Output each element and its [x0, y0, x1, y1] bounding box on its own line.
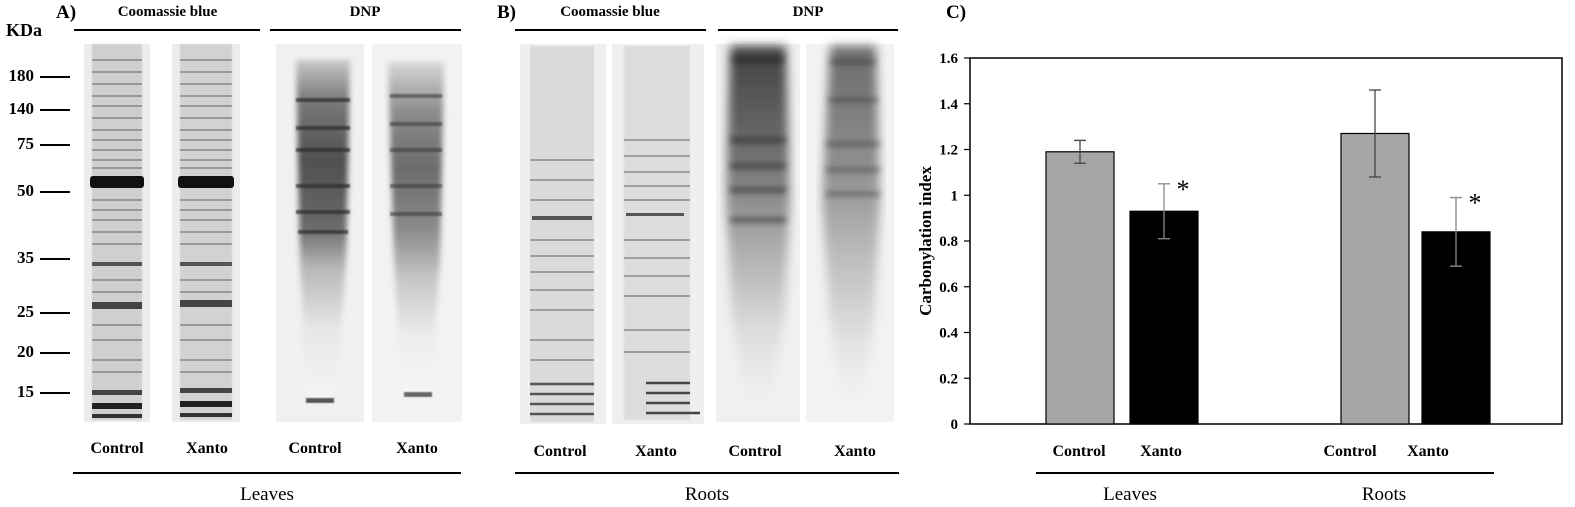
panel-c-label-leaves-xanto: Xanto	[1140, 443, 1182, 460]
panel-a-group-rule	[73, 472, 461, 474]
mw-tick-140	[40, 109, 70, 111]
panel-b-letter: B)	[497, 2, 516, 23]
mw-tick-50	[40, 191, 70, 193]
mw-marker-140: 140	[8, 99, 35, 118]
panel-b-dnp-header: DNP	[792, 4, 824, 20]
panel-b-lane-xanto-coomassie: Xanto	[635, 443, 677, 460]
panel-a-lane-control-coomassie: Control	[90, 440, 144, 457]
mw-tick-35	[40, 258, 70, 260]
gel-a-dnp-xanto	[372, 44, 462, 422]
mw-marker-180: 180	[8, 66, 35, 85]
panel-a-group-label: Leaves	[240, 484, 294, 505]
panel-b-coomassie-rule	[515, 29, 706, 31]
gel-b-coomassie-xanto	[612, 44, 704, 424]
panel-b-lane-control-dnp: Control	[728, 443, 782, 460]
mw-marker-25: 25	[17, 302, 34, 321]
gel-b-dnp-xanto	[806, 44, 894, 422]
mw-marker-75: 75	[17, 134, 34, 153]
mw-tick-20	[40, 352, 70, 354]
panel-a-lane-xanto-coomassie: Xanto	[186, 440, 228, 457]
mw-marker-15: 15	[17, 382, 34, 401]
panel-c-letter: C)	[946, 2, 967, 23]
panel-b-group-label: Roots	[684, 484, 730, 505]
panel-c-label-roots-control: Control	[1323, 443, 1377, 460]
mw-tick-15	[40, 392, 70, 394]
chart-ylabel: Carbonylation index	[916, 166, 935, 316]
gel-b-dnp-control	[716, 44, 800, 422]
panel-a-letter: A)	[56, 2, 77, 23]
panel-c-group-leaves: Leaves	[1103, 484, 1157, 505]
mw-marker-50: 50	[17, 181, 34, 200]
gel-a-coomassie-xanto	[172, 44, 240, 422]
panel-a-coomassie-rule	[74, 29, 260, 31]
panel-c-group-roots: Roots	[1361, 484, 1407, 505]
gel-b-coomassie-control	[520, 44, 606, 424]
panel-a-coomassie-header: Coomassie blue	[117, 4, 218, 20]
mw-marker-35: 35	[17, 248, 34, 267]
mw-marker-20: 20	[17, 342, 34, 361]
gel-a-coomassie-control	[84, 44, 150, 422]
panel-b-coomassie-header: Coomassie blue	[560, 4, 660, 20]
panel-a-lane-control-dnp: Control	[288, 440, 342, 457]
panel-b-lane-xanto-dnp: Xanto	[834, 443, 876, 460]
mw-unit-label: KDa	[6, 20, 42, 40]
panel-a-lane-xanto-dnp: Xanto	[396, 440, 438, 457]
panel-b-lane-control-coomassie: Control	[533, 443, 587, 460]
mw-tick-25	[40, 312, 70, 314]
panel-b-group-rule	[515, 472, 899, 474]
panel-c-label-leaves-control: Control	[1052, 443, 1106, 460]
panel-c-label-roots-xanto: Xanto	[1407, 443, 1449, 460]
panel-b-dnp-rule	[718, 29, 898, 31]
mw-tick-180	[40, 76, 70, 78]
panel-a-dnp-header: DNP	[349, 4, 381, 20]
mw-tick-75	[40, 144, 70, 146]
panel-a-dnp-rule	[270, 29, 461, 31]
gel-a-dnp-control	[276, 44, 364, 422]
panel-c-group-rule	[1036, 472, 1494, 474]
